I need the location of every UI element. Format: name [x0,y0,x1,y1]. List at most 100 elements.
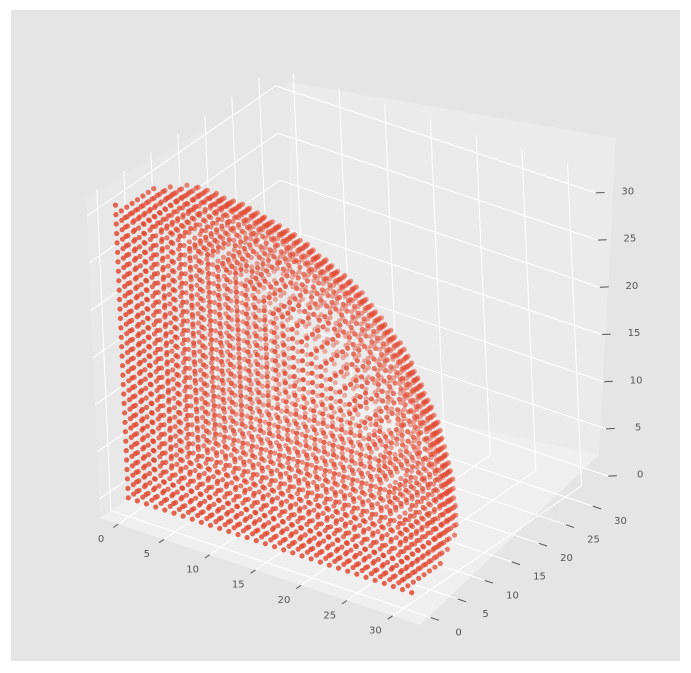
scatter-point [305,480,311,486]
scatter-point [403,487,409,493]
scatter-point [141,444,147,450]
scatter-point [206,213,212,219]
scatter-point [397,539,404,545]
scatter-point [159,441,165,447]
scatter-point [314,483,320,490]
scatter-point [303,342,310,348]
scatter-point [402,402,408,408]
scatter-point [314,290,320,297]
scatter-point [232,465,238,471]
scatter-point [202,400,208,406]
scatter-point [279,500,285,506]
scatter-point [324,340,330,346]
scatter-point [286,465,292,471]
scatter-point [210,398,216,404]
scatter-point [314,374,320,380]
scatter-point [362,367,368,373]
scatter-point [345,502,352,508]
scatter-point [361,316,367,322]
scatter-point [295,275,301,281]
scatter-point [340,354,346,361]
scatter-point [151,213,157,219]
scatter-point [308,546,314,553]
scatter-point [342,318,348,325]
scatter-point [273,280,279,286]
scatter-point [192,242,198,248]
scatter-point [359,383,365,389]
scatter-point [210,446,216,452]
scatter-point [150,447,156,453]
scatter-point [230,441,236,448]
scatter-point [410,579,416,585]
scatter-point [408,474,414,480]
scatter-point [168,230,174,236]
scatter-point [287,374,293,380]
scatter-point [363,386,369,392]
x-tick-mark [113,523,119,528]
scatter-point [247,353,253,359]
scatter-point [247,362,253,368]
scatter-point [392,485,398,491]
scatter-point [415,435,421,441]
scatter-point [339,450,345,456]
scatter-point [372,399,379,405]
scatter-point [142,463,148,469]
scatter-point [181,318,187,324]
scatter-point [317,559,323,565]
scatter-point [352,533,358,540]
scatter-point [366,312,372,318]
scatter-point [363,305,369,311]
scatter-point [229,507,235,514]
scatter-point [155,220,161,226]
scatter-point [349,481,355,487]
scatter-point [212,309,218,315]
scatter-point [183,290,189,296]
scatter-point [407,398,414,404]
scatter-point [389,555,395,561]
scatter-point [237,365,243,371]
scatter-point [220,477,226,483]
scatter-point [372,318,378,324]
scatter-point [134,479,140,485]
scatter-point [287,484,293,490]
scatter-point [382,463,388,469]
scatter-point [377,424,383,430]
scatter-point [210,407,216,413]
scatter-point [307,537,313,543]
scatter-point [334,527,340,534]
scatter-point [138,378,144,384]
scatter-point [205,284,211,290]
scatter-point [414,528,420,534]
scatter-point [145,334,151,340]
scatter-point [289,326,295,332]
scatter-point [286,262,292,268]
scatter-point [370,328,377,334]
scatter-point [360,363,366,369]
scatter-point [240,450,246,456]
scatter-point [143,395,149,401]
scatter-point [138,203,144,210]
scatter-point [374,392,380,398]
scatter-point [328,395,334,401]
scatter-point [126,300,132,306]
scatter-point [196,339,202,345]
scatter-point [217,330,223,336]
scatter-point [262,336,269,342]
scatter-point [194,292,200,298]
scatter-point [171,386,177,392]
scatter-point [273,315,279,321]
scatter-point [420,553,426,559]
scatter-point [337,389,343,395]
scatter-point [134,498,140,504]
scatter-point [229,390,235,396]
scatter-point [189,312,195,318]
scatter-point [124,262,130,268]
scatter-point [358,470,364,476]
scatter-point [328,386,334,392]
scatter-point [125,281,131,287]
scatter-point [187,469,193,475]
scatter-point [271,320,277,326]
scatter-point [381,362,387,368]
scatter-point [359,489,365,495]
scatter-point [215,394,221,400]
